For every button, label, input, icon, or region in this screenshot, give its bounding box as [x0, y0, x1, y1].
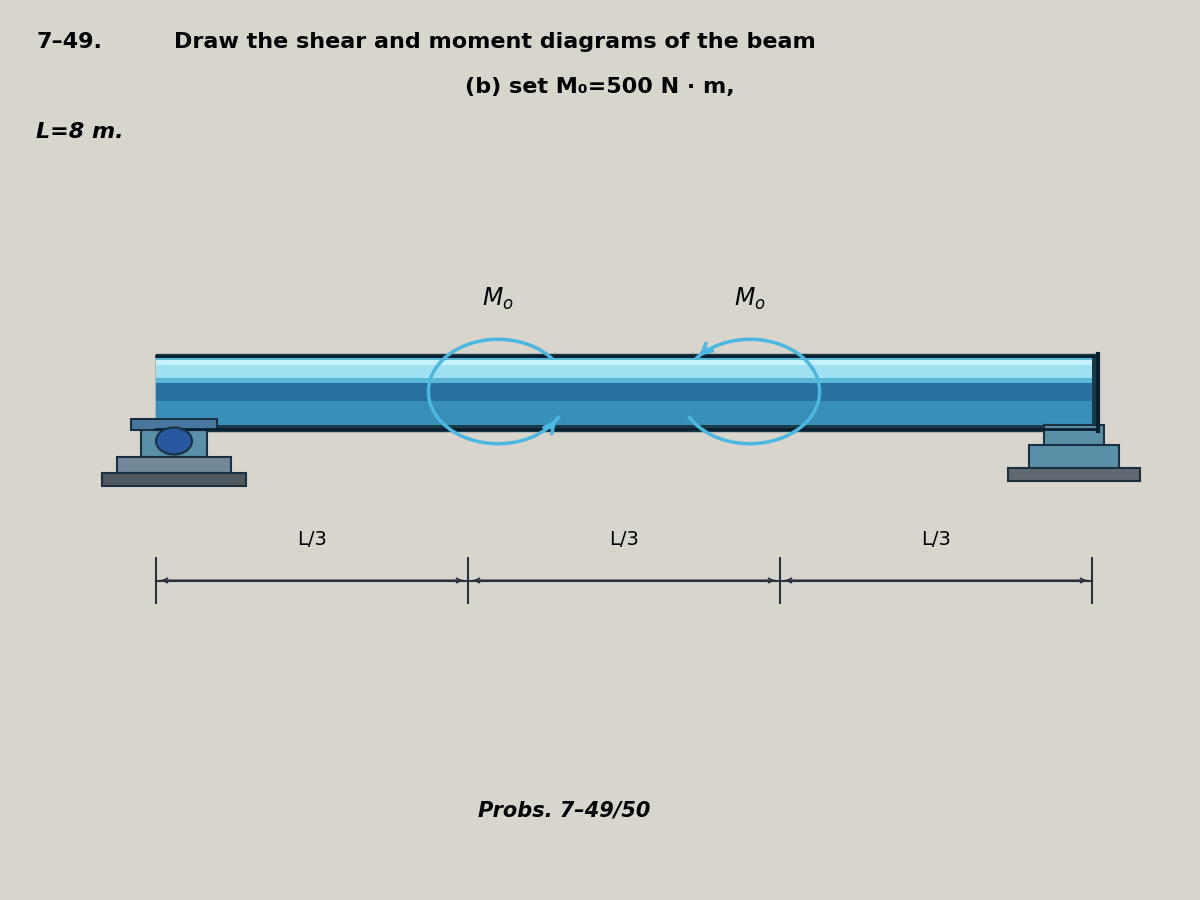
Polygon shape: [156, 358, 1092, 426]
Bar: [1044, 426, 1104, 446]
Polygon shape: [156, 360, 1092, 378]
Text: L=8 m.: L=8 m.: [36, 122, 124, 141]
Text: L/3: L/3: [298, 530, 326, 549]
Bar: [142, 426, 208, 457]
Bar: [102, 473, 246, 487]
Bar: [131, 419, 216, 430]
Polygon shape: [156, 355, 1098, 431]
Bar: [1030, 446, 1120, 468]
Bar: [1008, 468, 1140, 482]
Text: (b) set M₀=500 N · m,: (b) set M₀=500 N · m,: [466, 76, 734, 96]
Text: L/3: L/3: [610, 530, 638, 549]
Text: L/3: L/3: [922, 530, 950, 549]
Polygon shape: [156, 360, 1092, 365]
Text: 7–49.: 7–49.: [36, 32, 102, 51]
Polygon shape: [156, 400, 1092, 426]
Text: Probs. 7–49/50: Probs. 7–49/50: [478, 800, 650, 820]
Circle shape: [156, 428, 192, 454]
Text: Draw the shear and moment diagrams of the beam: Draw the shear and moment diagrams of th…: [174, 32, 816, 51]
Polygon shape: [156, 382, 1092, 400]
Text: $M_o$: $M_o$: [734, 286, 766, 312]
Bar: [116, 457, 230, 473]
Text: $M_o$: $M_o$: [482, 286, 514, 312]
